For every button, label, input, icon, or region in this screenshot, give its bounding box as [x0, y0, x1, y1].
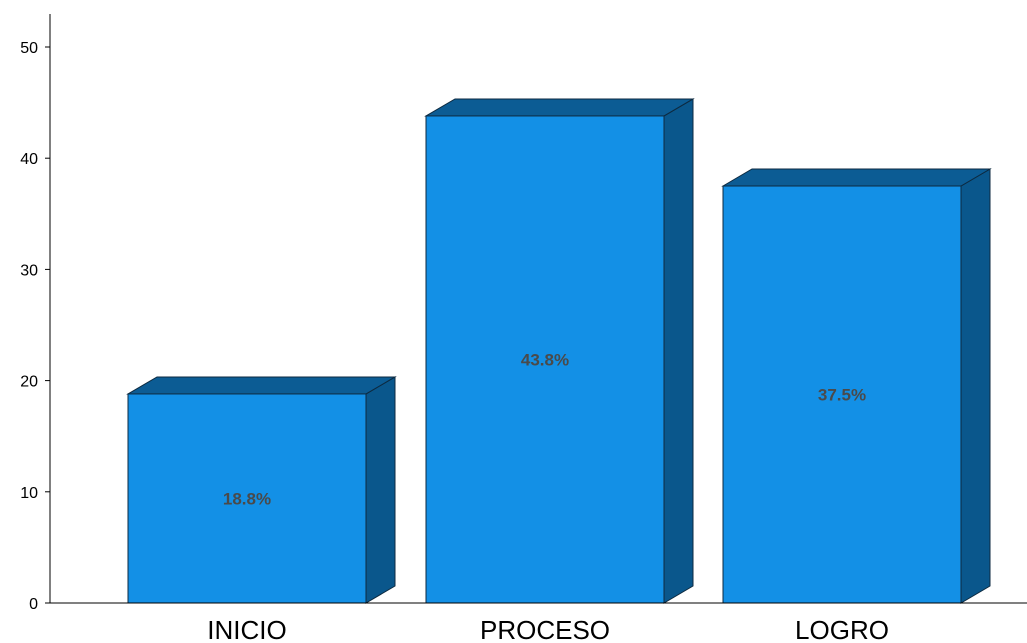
y-tick-label: 20	[20, 374, 38, 391]
y-tick-label: 50	[20, 40, 38, 57]
y-tick-label: 40	[20, 151, 38, 168]
bar-side-face	[960, 168, 991, 604]
bar-top-face	[721, 168, 992, 187]
bar-top-face	[424, 98, 695, 117]
x-category-label: LOGRO	[795, 615, 889, 643]
bar-top-face	[126, 376, 397, 395]
data-label: 43.8%	[521, 350, 569, 369]
bar-logro	[721, 168, 992, 604]
x-category-label: PROCESO	[480, 615, 610, 643]
bar-front-face	[722, 185, 962, 604]
bar-side-face	[365, 376, 396, 604]
bar-inicio	[126, 376, 397, 604]
bar-side-face	[663, 98, 694, 604]
bars	[126, 98, 992, 604]
bar-proceso	[424, 98, 695, 604]
data-label: 18.8%	[223, 489, 271, 508]
y-tick-label: 0	[29, 596, 38, 613]
x-category-label: INICIO	[207, 615, 286, 643]
data-label: 37.5%	[818, 386, 866, 405]
bar-front-face	[425, 115, 665, 604]
axes	[45, 14, 51, 604]
y-tick-label: 30	[20, 262, 38, 279]
bar-front-face	[127, 393, 367, 604]
labels: 0 10 20 30 40 50 18.8% INICIO 43.8% PROCESO 37.5% L…	[20, 40, 889, 643]
y-tick-label: 10	[20, 485, 38, 502]
